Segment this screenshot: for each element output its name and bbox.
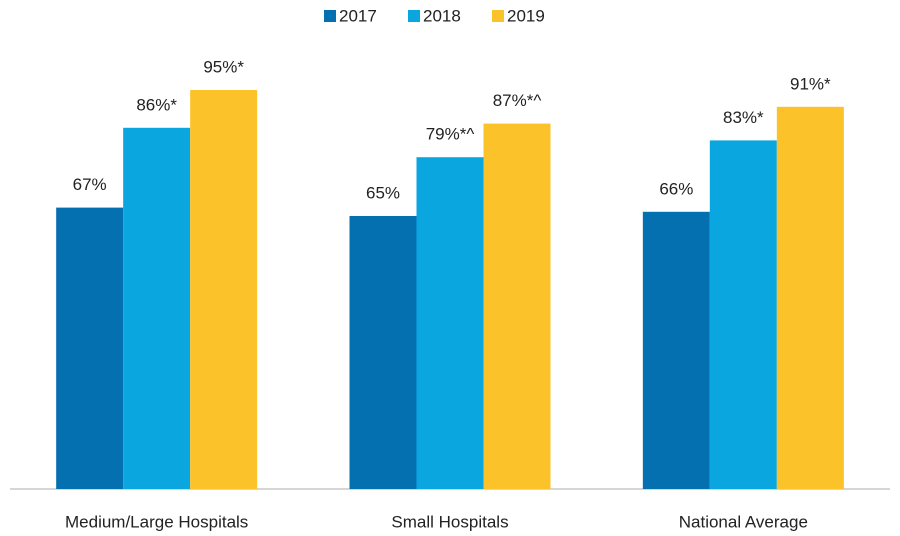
bar (123, 127, 191, 490)
legend-swatch (408, 10, 420, 22)
bar (416, 157, 484, 489)
legend-swatch (492, 10, 504, 22)
value-label: 95%* (203, 57, 244, 76)
bar (56, 207, 124, 489)
bar (190, 90, 258, 489)
bar (709, 140, 777, 489)
legend-label: 2019 (507, 6, 545, 25)
bar (776, 106, 844, 490)
x-tick-label: Small Hospitals (391, 512, 508, 531)
value-label: 67% (73, 175, 107, 194)
value-label: 87%*^ (493, 91, 542, 110)
value-label: 66% (659, 179, 693, 198)
legend-label: 2017 (339, 6, 377, 25)
bar (349, 216, 417, 489)
legend-swatch (324, 10, 336, 22)
legend-label: 2018 (423, 6, 461, 25)
value-label: 86%* (136, 95, 177, 114)
bar (642, 211, 710, 490)
value-label: 83%* (723, 108, 764, 127)
x-tick-label: Medium/Large Hospitals (65, 512, 248, 531)
value-label: 91%* (790, 74, 831, 93)
value-label: 79%*^ (426, 125, 475, 144)
value-label: 65% (366, 183, 400, 202)
x-tick-label: National Average (679, 512, 808, 531)
bar (483, 123, 551, 489)
